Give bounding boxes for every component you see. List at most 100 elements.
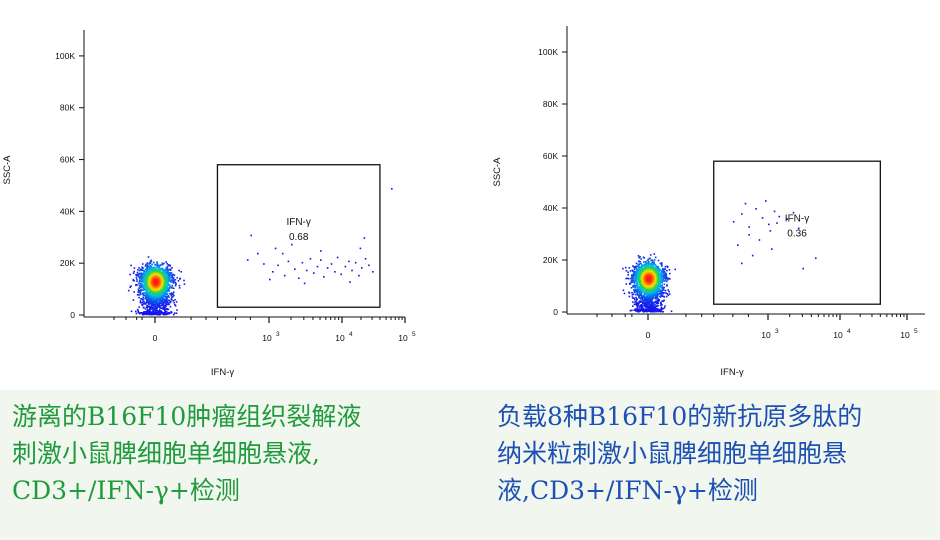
event-dot bbox=[628, 267, 631, 269]
event-dot bbox=[656, 296, 658, 299]
event-dot bbox=[151, 263, 153, 266]
gated-event-dot bbox=[277, 264, 279, 267]
y-tick-label: 60K bbox=[60, 155, 75, 165]
event-dot bbox=[168, 286, 171, 289]
event-dot bbox=[149, 293, 152, 296]
event-dot bbox=[639, 285, 641, 288]
event-dot bbox=[159, 269, 162, 271]
event-dot bbox=[627, 274, 629, 276]
event-dot bbox=[162, 293, 165, 296]
event-dot bbox=[150, 269, 153, 271]
event-dot bbox=[156, 307, 158, 310]
event-dot bbox=[640, 291, 643, 294]
event-dot bbox=[643, 261, 645, 263]
event-dot bbox=[661, 291, 663, 293]
event-dot bbox=[661, 300, 664, 302]
event-dot bbox=[661, 282, 663, 284]
event-dot bbox=[666, 293, 668, 295]
event-dot bbox=[165, 261, 167, 263]
event-dot bbox=[151, 298, 153, 301]
event-dot bbox=[661, 286, 664, 289]
event-dot bbox=[660, 269, 662, 272]
event-dot bbox=[144, 288, 146, 291]
event-dot bbox=[166, 312, 169, 315]
event-dot bbox=[138, 296, 140, 299]
event-dot bbox=[147, 306, 150, 308]
event-dot bbox=[169, 281, 172, 283]
event-dot bbox=[172, 273, 175, 276]
event-dot bbox=[170, 311, 172, 313]
event-dot bbox=[136, 280, 138, 282]
event-dot bbox=[660, 264, 663, 266]
event-dot bbox=[171, 296, 173, 298]
event-dot bbox=[168, 299, 171, 302]
event-dot bbox=[633, 303, 636, 305]
event-dot bbox=[634, 285, 637, 287]
event-dot bbox=[622, 289, 625, 292]
event-dot bbox=[146, 273, 148, 276]
event-dot bbox=[645, 287, 647, 289]
gated-event-dot bbox=[250, 234, 252, 237]
event-dot bbox=[651, 259, 653, 261]
event-dot bbox=[643, 295, 645, 297]
event-dot bbox=[631, 309, 633, 312]
event-dot bbox=[168, 302, 170, 304]
event-dot bbox=[172, 313, 175, 316]
event-dot bbox=[147, 310, 149, 312]
event-dot bbox=[174, 279, 177, 281]
event-dot bbox=[656, 299, 659, 302]
event-dot bbox=[631, 279, 633, 282]
event-dot bbox=[637, 289, 640, 292]
event-dot bbox=[156, 309, 158, 312]
event-dot bbox=[171, 284, 174, 287]
x-tick-label: 10 bbox=[262, 333, 272, 343]
event-dot bbox=[656, 305, 658, 307]
event-dot bbox=[650, 259, 652, 262]
event-dot bbox=[665, 295, 668, 298]
event-dot bbox=[646, 298, 649, 301]
event-dot bbox=[165, 303, 168, 305]
event-dot bbox=[138, 291, 140, 293]
event-dot bbox=[657, 290, 660, 293]
event-dot bbox=[135, 283, 137, 286]
event-dot bbox=[660, 262, 663, 264]
y-tick-label: 80K bbox=[60, 103, 75, 113]
event-dot bbox=[632, 281, 635, 283]
event-dot bbox=[145, 283, 148, 285]
event-dot bbox=[635, 265, 637, 267]
event-dot bbox=[641, 295, 644, 297]
event-dot bbox=[135, 276, 138, 279]
event-dot bbox=[640, 258, 642, 260]
event-dot bbox=[637, 283, 639, 286]
event-dot bbox=[133, 267, 136, 269]
y-axis-label: SSC-A bbox=[2, 155, 13, 185]
event-dot bbox=[646, 265, 649, 268]
event-dot bbox=[639, 283, 642, 285]
event-dot bbox=[632, 305, 634, 307]
x-tick-label: 10 bbox=[761, 330, 771, 340]
event-dot bbox=[637, 291, 640, 294]
gated-event-dot bbox=[309, 258, 312, 260]
event-dot bbox=[674, 268, 676, 271]
event-dot bbox=[633, 309, 635, 311]
gated-event-dot bbox=[320, 259, 322, 261]
event-dot bbox=[166, 271, 168, 273]
event-dot bbox=[152, 306, 155, 309]
event-dot bbox=[654, 306, 656, 308]
event-dot bbox=[140, 274, 143, 277]
event-dot bbox=[152, 269, 154, 271]
event-dot bbox=[159, 264, 162, 266]
event-dot bbox=[157, 290, 159, 293]
plots-background bbox=[0, 0, 940, 390]
event-dot bbox=[644, 299, 647, 302]
event-dot bbox=[639, 260, 642, 263]
x-tick-label: 10 bbox=[335, 333, 345, 343]
event-dot bbox=[639, 280, 642, 282]
event-dot bbox=[162, 297, 164, 299]
event-dot bbox=[136, 294, 139, 296]
event-dot bbox=[631, 296, 634, 298]
event-dot bbox=[166, 307, 168, 310]
event-dot bbox=[650, 303, 653, 306]
event-dot bbox=[653, 285, 656, 287]
event-dot bbox=[664, 278, 666, 280]
